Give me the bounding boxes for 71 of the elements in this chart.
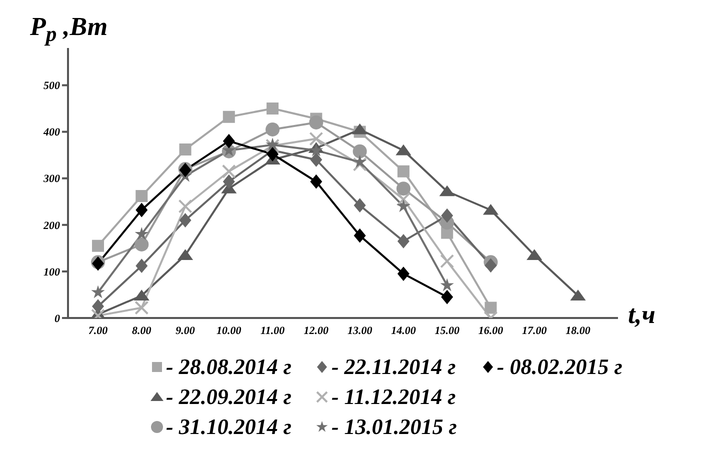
legend-label: - 22.09.2014 г xyxy=(166,384,292,410)
point xyxy=(309,132,324,146)
legend-label: - 08.02.2015 г xyxy=(496,354,622,380)
x-tick-label: 18.00 xyxy=(566,324,591,337)
point xyxy=(441,290,454,304)
point xyxy=(397,234,410,248)
point xyxy=(352,154,367,168)
x-tick-label: 8.00 xyxy=(132,324,152,337)
point xyxy=(222,164,236,178)
x-tick-label: 13.00 xyxy=(347,324,373,337)
legend-label: - 11.12.2014 г xyxy=(331,384,456,410)
point xyxy=(439,185,455,196)
point xyxy=(440,254,454,268)
x-tick-label: 16.00 xyxy=(478,324,504,337)
x-tick-label: 10.00 xyxy=(216,324,242,337)
x-tick-label: 12.00 xyxy=(304,324,330,337)
legend-label: - 22.11.2014 г xyxy=(331,354,456,380)
y-tick-label: 300 xyxy=(42,173,60,186)
x-tick-label: 11.00 xyxy=(260,324,286,337)
point xyxy=(310,152,322,167)
point xyxy=(179,213,192,228)
point xyxy=(222,134,235,148)
point xyxy=(352,144,367,158)
point xyxy=(396,199,410,212)
y-axis-title: P$_{p}$ ,Вт xyxy=(30,12,108,48)
point xyxy=(222,110,235,123)
y-tick-label: 0 xyxy=(54,312,60,325)
point xyxy=(309,143,324,156)
point xyxy=(222,174,235,189)
legend-label: - 28.08.2014 г xyxy=(166,354,292,380)
point xyxy=(134,237,149,252)
point xyxy=(266,122,280,136)
point xyxy=(484,258,497,273)
point xyxy=(396,192,410,206)
point xyxy=(352,123,368,134)
y-tick-label: 500 xyxy=(44,80,60,92)
y-tick-label: 200 xyxy=(42,220,60,232)
point xyxy=(91,285,105,298)
point xyxy=(309,115,324,130)
x-axis-title: t,ч xyxy=(628,300,656,330)
point xyxy=(484,302,497,314)
point xyxy=(178,199,192,214)
point xyxy=(134,300,149,315)
point xyxy=(354,228,366,243)
point xyxy=(92,299,104,314)
x-tick-label: 14.00 xyxy=(391,324,416,337)
point xyxy=(92,240,104,252)
x-tick-label: 15.00 xyxy=(434,324,460,337)
legend-label: - 31.10.2014 г xyxy=(166,414,292,440)
point xyxy=(266,102,279,115)
x-tick-label: 9.00 xyxy=(176,324,196,337)
point xyxy=(397,165,410,178)
point xyxy=(397,266,410,281)
point xyxy=(396,144,412,156)
point xyxy=(266,146,279,162)
point xyxy=(136,190,148,202)
x-tick-label: 7.00 xyxy=(88,324,108,337)
point xyxy=(352,157,367,172)
point xyxy=(440,278,454,292)
point xyxy=(441,208,454,223)
point xyxy=(396,182,410,196)
point xyxy=(134,227,148,240)
x-tick-label: 17.00 xyxy=(522,324,548,337)
legend-label: - 13.01.2015 г xyxy=(331,414,457,440)
y-tick-label: 100 xyxy=(44,266,60,278)
point xyxy=(136,202,148,218)
point xyxy=(179,143,192,156)
point xyxy=(310,174,322,189)
point xyxy=(136,258,148,274)
y-tick-label: 400 xyxy=(42,126,60,139)
point xyxy=(354,198,366,213)
